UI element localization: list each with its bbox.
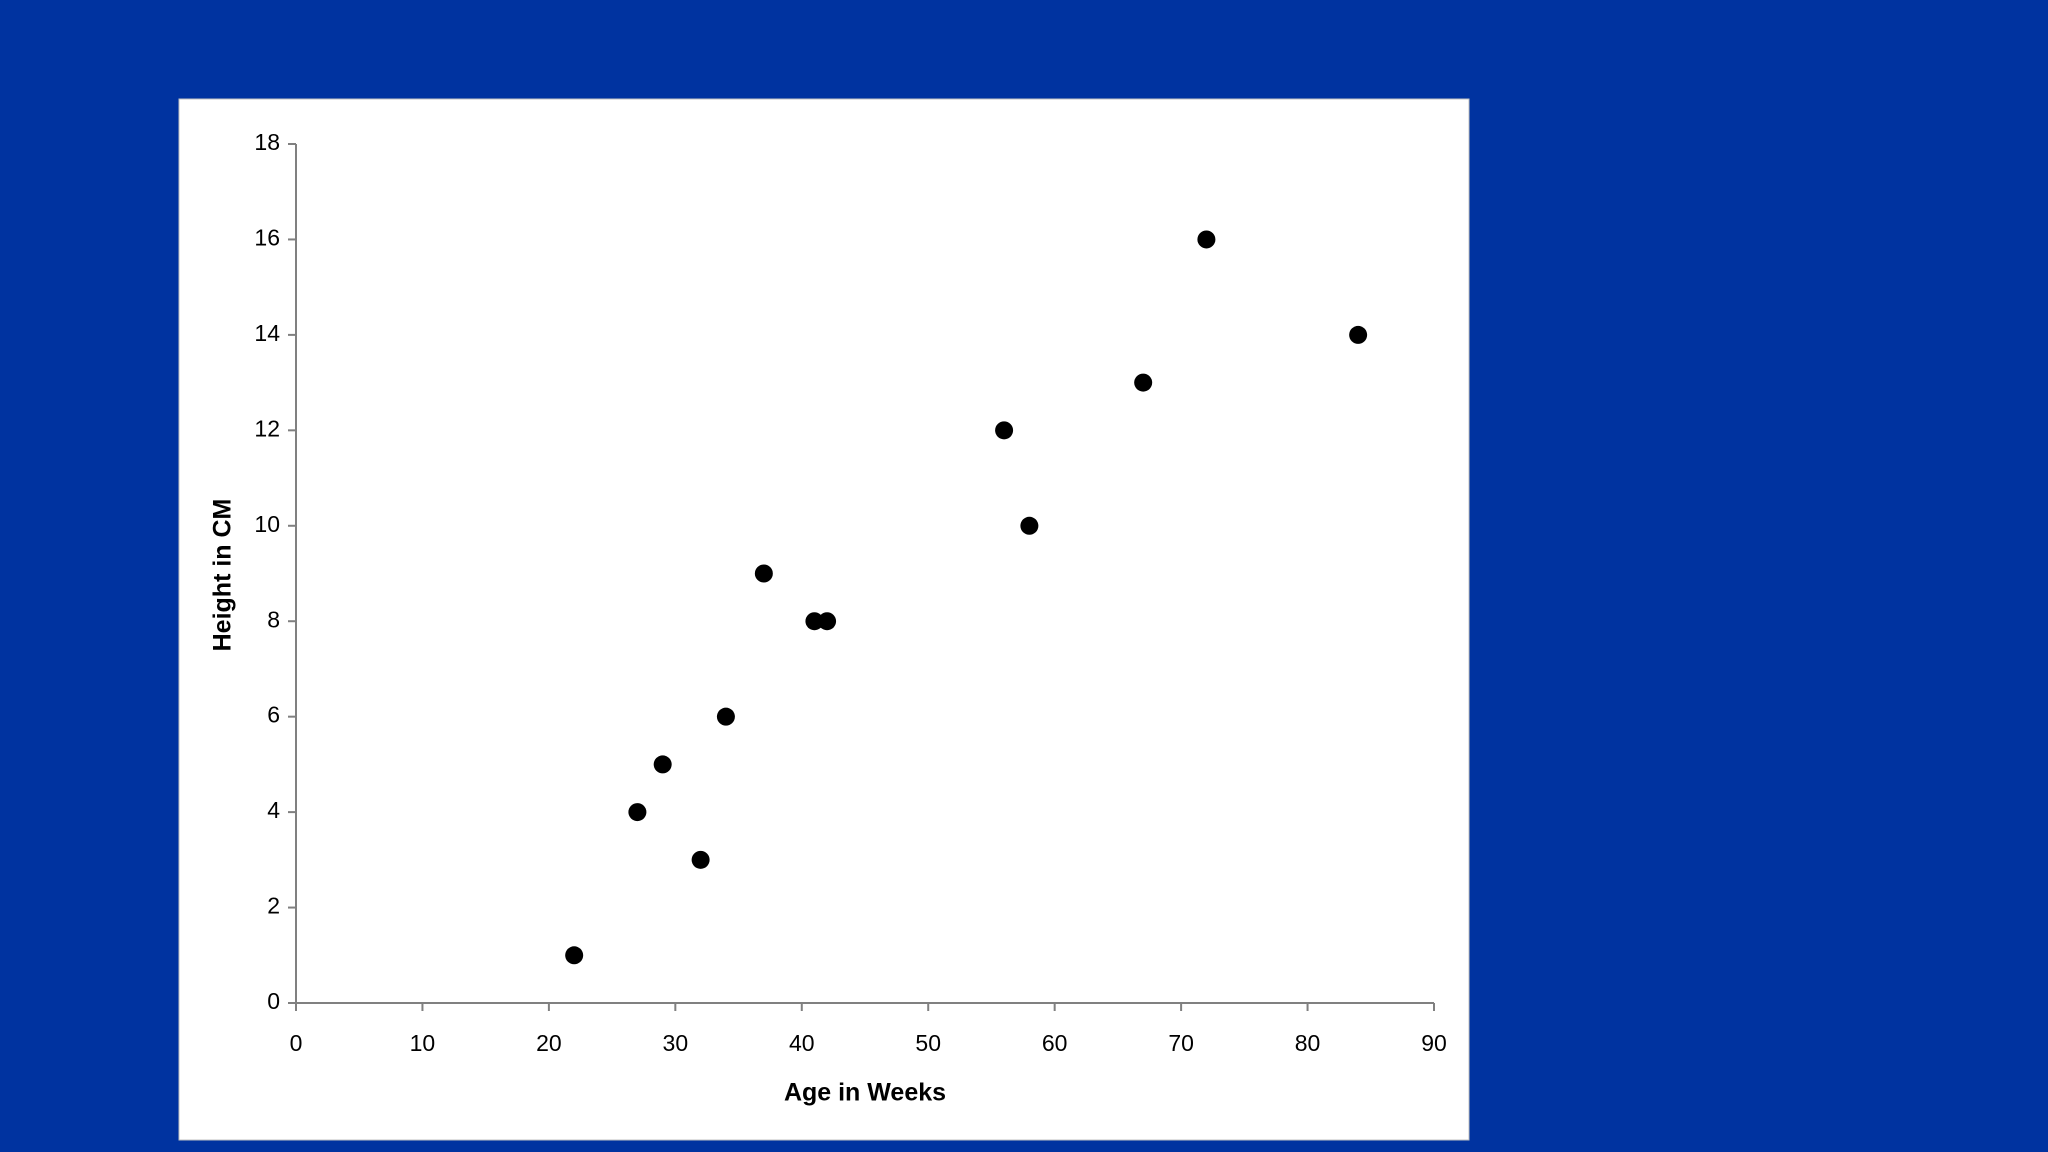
- scatter-point: [1020, 516, 1039, 535]
- y-axis-title: Height in CM: [209, 499, 237, 652]
- x-tick-label: 30: [663, 1030, 689, 1056]
- x-tick-label: 20: [536, 1030, 562, 1056]
- x-tick-label: 60: [1042, 1030, 1068, 1056]
- y-tick-label: 18: [254, 129, 280, 155]
- scatter-point: [1134, 373, 1153, 392]
- x-tick-label: 40: [789, 1030, 815, 1056]
- x-tick-label: 50: [915, 1030, 941, 1056]
- scatter-point: [805, 612, 824, 631]
- y-tick-label: 14: [254, 320, 280, 346]
- scatter-point: [653, 755, 672, 774]
- x-axis-title: Age in Weeks: [784, 1079, 946, 1107]
- x-tick-label: 0: [290, 1030, 303, 1056]
- y-tick-label: 4: [267, 797, 280, 823]
- scatter-point: [995, 421, 1014, 440]
- x-tick-label: 80: [1295, 1030, 1321, 1056]
- scatter-point: [1197, 230, 1216, 249]
- x-tick-label: 70: [1168, 1030, 1194, 1056]
- x-tick-label: 10: [410, 1030, 436, 1056]
- y-tick-label: 0: [267, 988, 280, 1014]
- scatter-point: [754, 564, 773, 583]
- scatter-point: [818, 612, 837, 631]
- y-tick-label: 2: [267, 893, 280, 919]
- y-tick-label: 10: [254, 511, 280, 537]
- x-tick-label: 90: [1421, 1030, 1447, 1056]
- y-tick-label: 8: [267, 606, 280, 632]
- scatter-point: [1349, 325, 1368, 344]
- scatter-point: [565, 946, 584, 965]
- scatter-point: [716, 707, 735, 726]
- y-tick-label: 6: [267, 702, 280, 728]
- y-tick-label: 16: [254, 225, 280, 251]
- y-tick-label: 12: [254, 415, 280, 441]
- scatter-point: [691, 850, 710, 869]
- scatter-point: [628, 803, 647, 822]
